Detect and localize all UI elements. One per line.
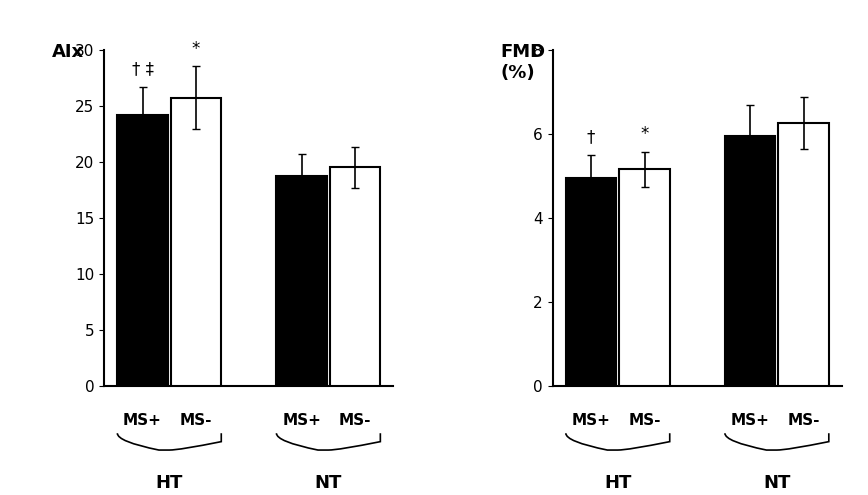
- Text: † ‡: † ‡: [132, 60, 154, 78]
- Text: MS-: MS-: [628, 413, 661, 428]
- Text: *: *: [192, 40, 201, 58]
- Text: MS+: MS+: [731, 413, 770, 428]
- Text: HT: HT: [155, 474, 183, 492]
- Text: MS-: MS-: [180, 413, 213, 428]
- Text: *: *: [641, 125, 648, 144]
- Bar: [117, 114, 168, 386]
- Bar: [725, 136, 775, 386]
- Bar: [566, 178, 616, 386]
- Text: MS-: MS-: [339, 413, 372, 428]
- Text: AIx: AIx: [52, 43, 84, 61]
- Text: FMD
(%): FMD (%): [501, 43, 546, 82]
- Bar: [330, 167, 380, 386]
- Bar: [779, 123, 829, 386]
- Text: NT: NT: [315, 474, 342, 492]
- Text: NT: NT: [763, 474, 791, 492]
- Text: †: †: [587, 128, 595, 147]
- Text: MS-: MS-: [787, 413, 820, 428]
- Bar: [276, 176, 326, 386]
- Text: HT: HT: [604, 474, 631, 492]
- Text: MS+: MS+: [571, 413, 610, 428]
- Text: MS+: MS+: [282, 413, 321, 428]
- Bar: [620, 169, 670, 386]
- Text: MS+: MS+: [123, 413, 162, 428]
- Bar: [171, 98, 221, 386]
